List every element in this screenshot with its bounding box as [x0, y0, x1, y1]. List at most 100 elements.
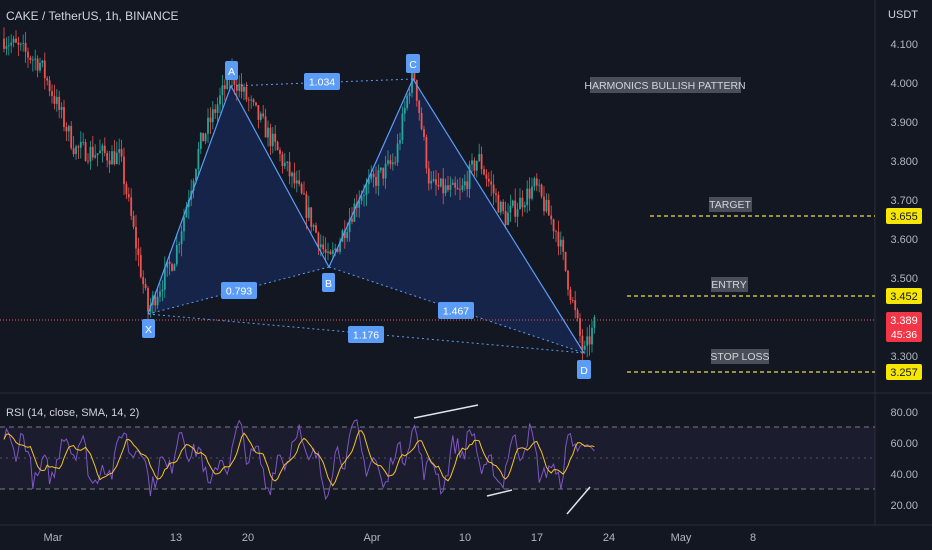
candle-body: [540, 184, 543, 197]
price-tick: 3.500: [890, 273, 918, 285]
candle-body: [562, 239, 565, 252]
candle-body: [103, 145, 106, 154]
candle-body: [343, 230, 346, 239]
ratio-ac-bg[interactable]: [304, 73, 340, 90]
rsi-title[interactable]: RSI (14, close, SMA, 14, 2): [6, 407, 139, 419]
candle-body: [171, 264, 173, 271]
point-c-bg[interactable]: [406, 54, 420, 73]
ratio-xb-bg[interactable]: [221, 282, 257, 299]
candle-body: [552, 219, 555, 232]
candle-body: [543, 196, 545, 212]
price-tick: 3.900: [890, 117, 918, 129]
candle-body: [180, 231, 183, 245]
candle-body: [130, 197, 133, 216]
candle-body: [475, 160, 478, 171]
candle-body: [214, 109, 217, 113]
point-b-bg[interactable]: [322, 273, 335, 292]
point-d-bg[interactable]: [577, 360, 591, 379]
candle-body: [36, 58, 39, 71]
candle-body: [435, 179, 437, 185]
candle-body: [384, 163, 387, 179]
candle-body: [111, 151, 113, 165]
candle-body: [235, 84, 238, 91]
candle-body: [139, 255, 142, 278]
candle-body: [24, 43, 27, 52]
time-tick: Apr: [363, 532, 380, 544]
pattern-title: HARMONICS BULLISH PATTERN: [584, 80, 745, 92]
candle-body: [264, 116, 267, 138]
candle-body: [574, 300, 577, 311]
candle-body: [545, 199, 548, 212]
candle-body: [423, 129, 425, 137]
candle-body: [492, 184, 495, 194]
pattern-bcd-fill: [329, 79, 584, 353]
candle-body: [70, 126, 73, 149]
candle-body: [197, 148, 200, 170]
stop-label-bg: [711, 349, 769, 364]
candle-body: [279, 150, 281, 155]
candle-body: [252, 99, 255, 103]
candle-body: [370, 173, 373, 180]
currency-label: USDT: [888, 9, 918, 21]
target-label-bg: [709, 197, 752, 212]
candle-body: [559, 239, 562, 247]
candle-body: [29, 57, 32, 61]
point-d-label: D: [580, 365, 588, 377]
candle-body: [123, 156, 125, 185]
candle-body: [178, 244, 181, 246]
point-x-bg[interactable]: [142, 319, 155, 338]
candle-body: [41, 60, 44, 63]
candle-body: [495, 193, 497, 195]
candle-body: [209, 117, 212, 123]
candle-body: [267, 127, 269, 138]
candle-body: [185, 206, 188, 218]
candle-body: [327, 251, 329, 253]
candle-body: [365, 184, 368, 196]
candle-body: [65, 127, 68, 132]
point-a-bg[interactable]: [225, 61, 238, 80]
candle-body: [300, 184, 303, 194]
rsi-divergence-line: [413, 404, 479, 419]
candle-body: [7, 45, 10, 47]
rsi-tick: 60.00: [890, 438, 918, 450]
candle-body: [430, 180, 433, 184]
candle-body: [94, 155, 97, 158]
stop-price-value: 3.257: [890, 367, 918, 379]
candle-body: [593, 317, 596, 328]
candle-body: [583, 345, 586, 350]
candle-body: [75, 146, 77, 155]
candle-body: [243, 86, 245, 92]
candle-body: [53, 95, 56, 104]
candle-body: [115, 152, 118, 165]
candle-body: [576, 310, 579, 319]
bar-countdown: 45:36: [891, 329, 917, 341]
ratio-xd-bg[interactable]: [348, 326, 384, 343]
time-tick: 13: [170, 532, 182, 544]
candle-body: [533, 178, 536, 187]
candle-body: [127, 194, 130, 198]
candle-body: [538, 184, 541, 186]
candle-body: [367, 179, 370, 185]
time-tick: 24: [603, 532, 615, 544]
candle-body: [497, 194, 500, 213]
target-label: TARGET: [709, 199, 751, 211]
candle-body: [55, 96, 58, 104]
entry-price-value: 3.452: [890, 291, 918, 303]
candle-body: [312, 225, 315, 227]
price-tick: 3.800: [890, 156, 918, 168]
candle-body: [346, 231, 349, 239]
candle-body: [514, 200, 517, 217]
candle-body: [10, 42, 13, 46]
candle-body: [451, 182, 454, 185]
candle-body: [363, 195, 365, 197]
candle-body: [468, 164, 471, 189]
entry-price-badge: [886, 288, 922, 304]
symbol-title[interactable]: CAKE / TetherUS, 1h, BINANCE: [6, 9, 179, 23]
candle-body: [271, 133, 274, 147]
candle-body: [156, 296, 159, 306]
ratio-bd-bg[interactable]: [438, 302, 474, 319]
candle-body: [401, 113, 404, 141]
candle-body: [159, 291, 161, 297]
candle-body: [298, 180, 301, 185]
